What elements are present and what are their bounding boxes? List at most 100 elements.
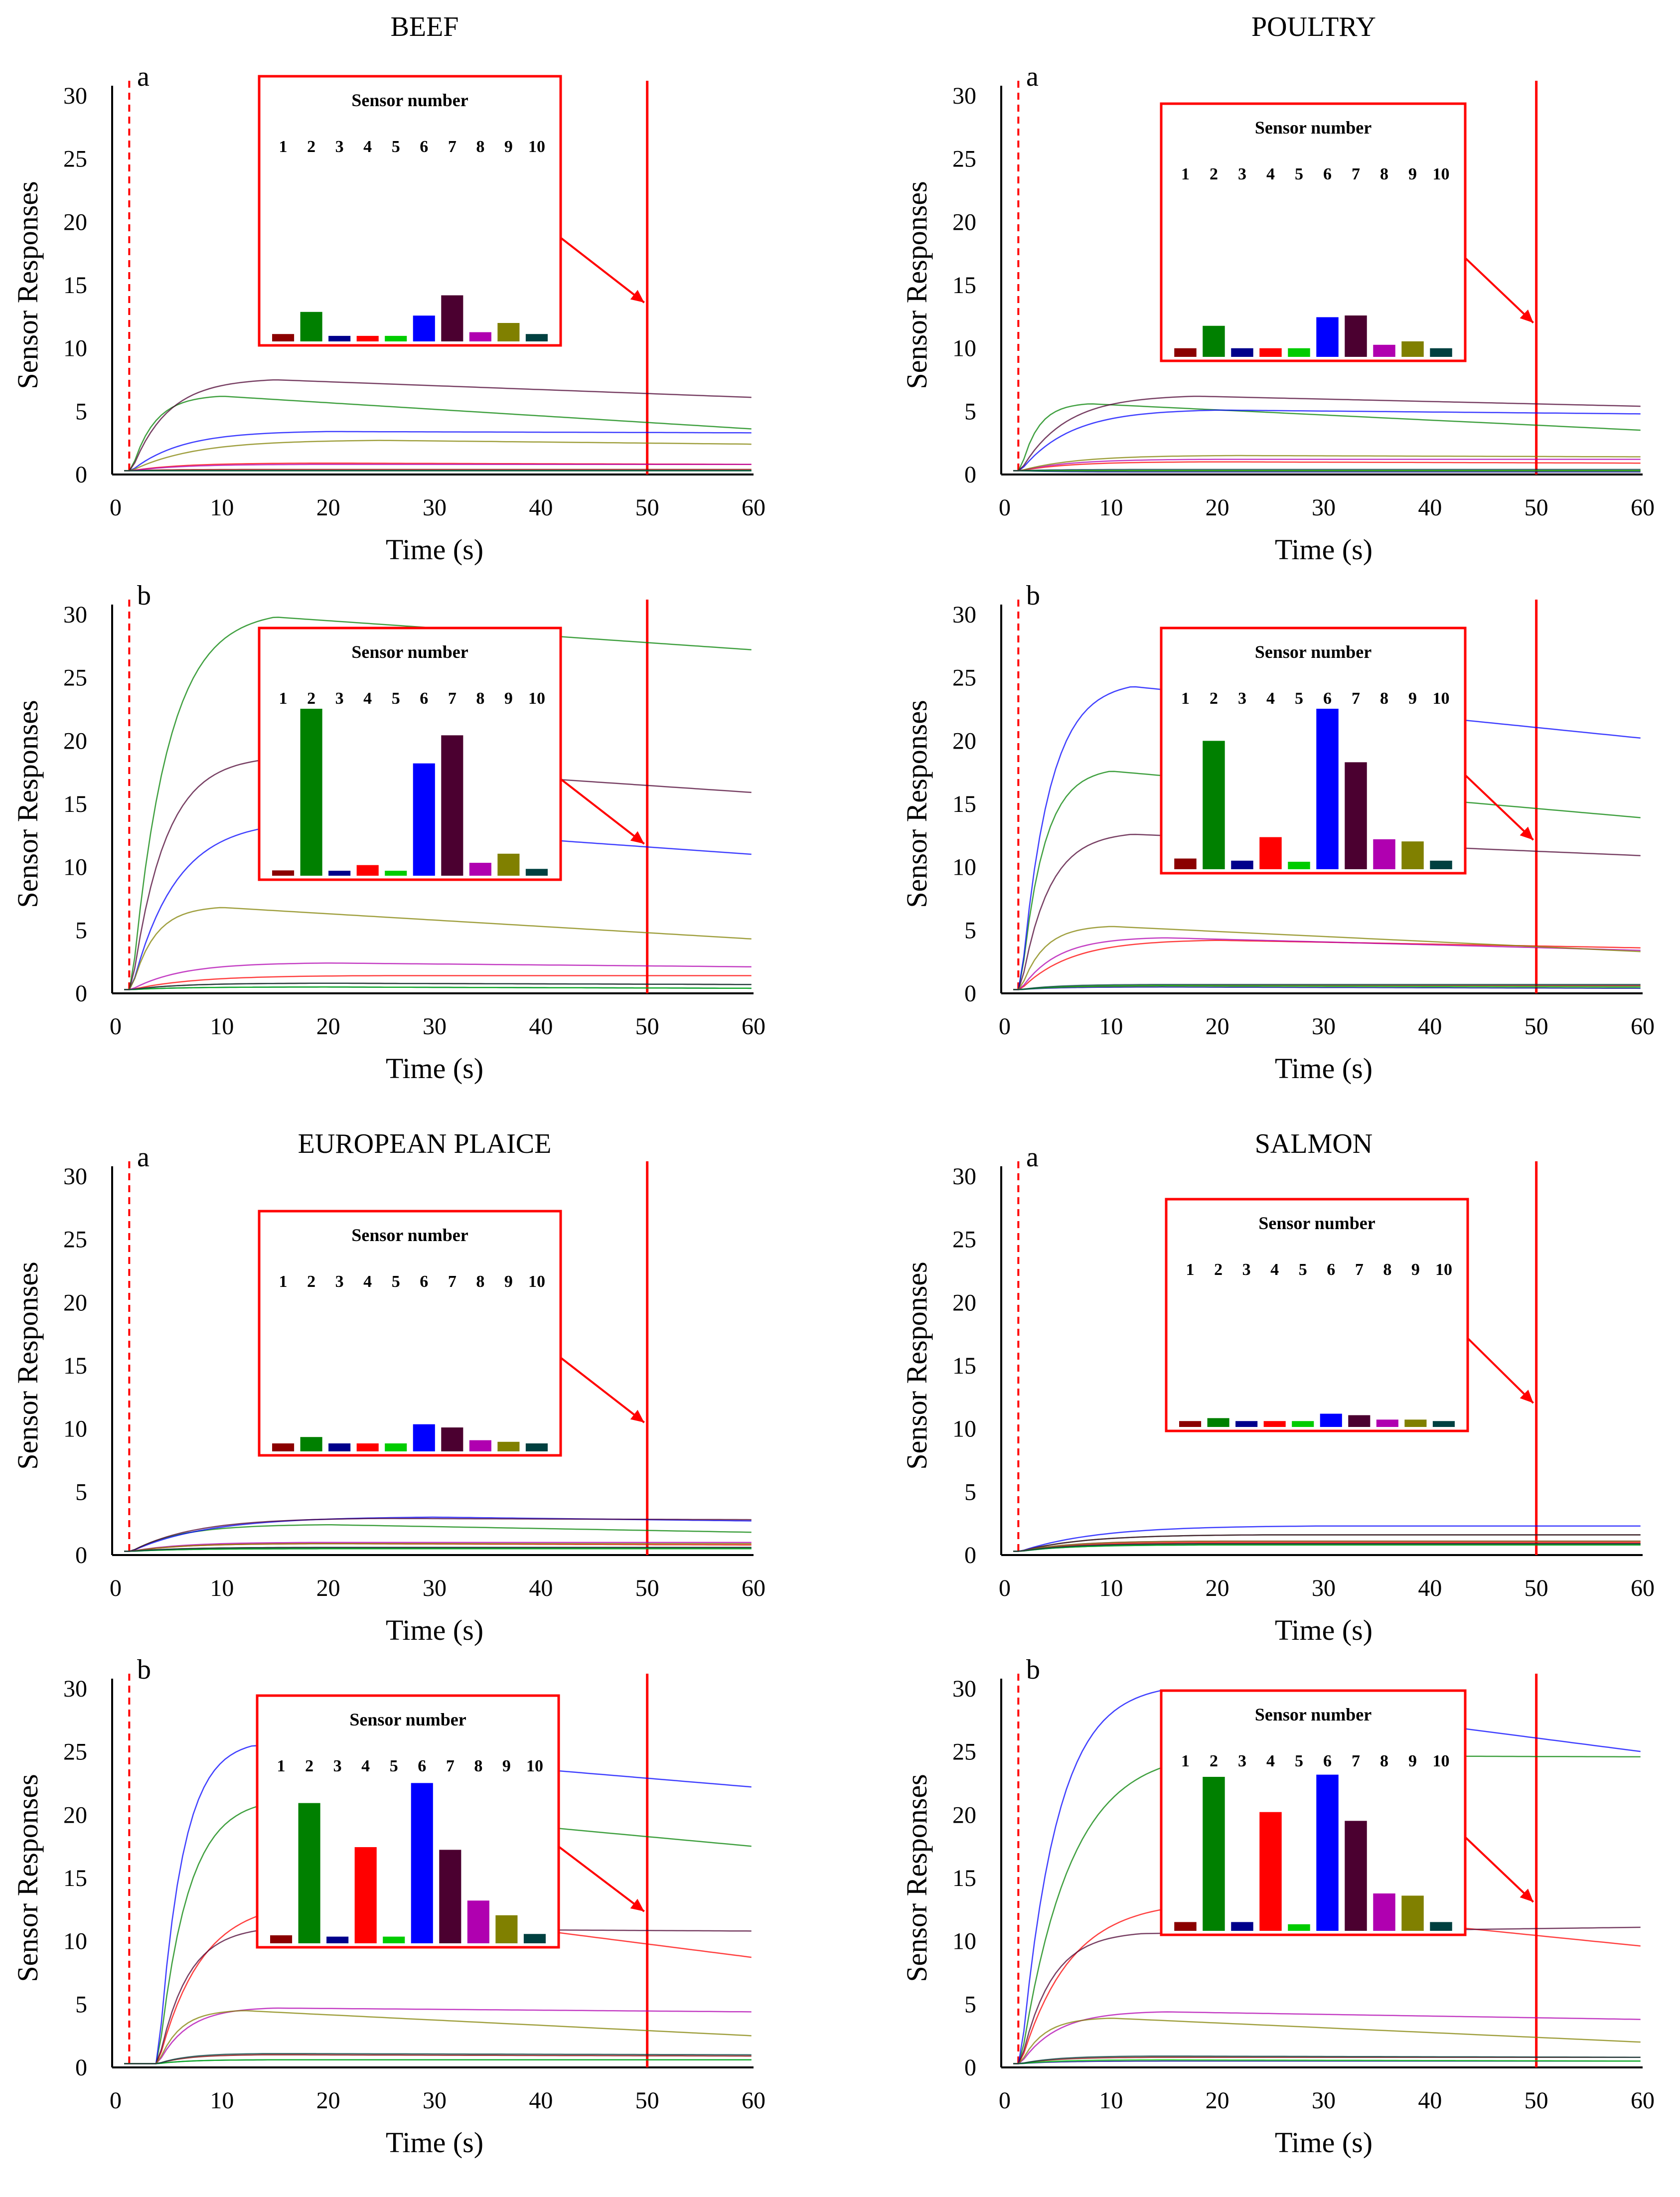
chart-title: POULTRY xyxy=(1251,11,1376,42)
inset-bar-sensor-9 xyxy=(497,323,520,341)
inset-sensor-label: 4 xyxy=(1266,689,1275,708)
inset-sensor-label: 7 xyxy=(1352,165,1360,183)
y-axis-label: Sensor Responses xyxy=(11,700,44,908)
sensor-10-curve xyxy=(1013,2055,1641,2064)
x-tick-label: 60 xyxy=(742,494,765,521)
inset-sensor-label: 1 xyxy=(279,689,288,708)
y-tick-label: 25 xyxy=(952,665,976,691)
inset-bar-sensor-3 xyxy=(328,871,351,876)
inset-bar-sensor-1 xyxy=(1174,858,1197,869)
inset-sensor-label: 3 xyxy=(333,1757,342,1775)
sensor-2-curve xyxy=(124,1524,752,1552)
sensor-8-curve xyxy=(124,1542,752,1552)
inset-sensor-label: 8 xyxy=(476,1272,484,1291)
inset-arrow-line xyxy=(1464,774,1534,841)
inset-sensor-label: 4 xyxy=(363,1272,372,1291)
sensor-9-curve xyxy=(124,1543,752,1552)
sensor-9-curve xyxy=(1013,2018,1641,2064)
y-tick-label: 15 xyxy=(952,1865,976,1891)
inset-box xyxy=(258,1210,562,1457)
sensor-4-curve xyxy=(1013,461,1641,471)
x-tick-label: 10 xyxy=(210,2087,234,2114)
inset-sensor-label: 8 xyxy=(476,138,484,156)
y-tick-label: 15 xyxy=(63,1353,87,1379)
inset-sensor-label: 5 xyxy=(390,1757,398,1775)
inset-bar-sensor-6 xyxy=(413,315,435,341)
y-tick-label: 5 xyxy=(75,398,87,425)
inset-sensor-label: 5 xyxy=(1295,689,1303,708)
sensor-5-curve xyxy=(1013,985,1641,990)
inset-sensor-label: 2 xyxy=(307,689,315,708)
inset-bar-sensor-7 xyxy=(441,735,463,876)
inset-bar-sensor-2 xyxy=(300,1437,322,1451)
x-tick-label: 20 xyxy=(1206,1575,1229,1601)
x-tick-label: 50 xyxy=(635,494,659,521)
inset-bar-sensor-2 xyxy=(1203,325,1225,357)
inset-bar-sensor-3 xyxy=(1231,860,1253,869)
inset-sensor-label: 6 xyxy=(418,1757,426,1775)
y-tick-label: 20 xyxy=(952,1289,976,1316)
sensor-7-curve xyxy=(124,1928,752,2064)
inset-bar-sensor-10 xyxy=(1430,1922,1452,1931)
y-tick-label: 10 xyxy=(952,1416,976,1442)
inset-bar-sensor-6 xyxy=(411,1783,433,1943)
sensor-6-curve xyxy=(124,1516,752,1552)
x-tick-label: 10 xyxy=(210,1575,234,1601)
inset-bar-sensor-10 xyxy=(1432,1421,1455,1427)
inset-sensor-label: 5 xyxy=(392,1272,400,1291)
inset-sensor-label: 7 xyxy=(1352,689,1360,708)
x-tick-label: 30 xyxy=(423,494,447,521)
y-tick-label: 20 xyxy=(63,1289,87,1316)
inset-bar-sensor-10 xyxy=(523,1934,546,1943)
inset-arrow-head xyxy=(630,831,644,844)
inset-arrow-head xyxy=(1520,826,1533,840)
x-tick-label: 60 xyxy=(1631,2087,1655,2114)
inset-arrow-line xyxy=(1467,1337,1534,1404)
x-tick-label: 30 xyxy=(423,1575,447,1601)
inset-bar-sensor-1 xyxy=(272,1443,295,1451)
y-tick-label: 5 xyxy=(75,917,87,943)
inset-sensor-label: 5 xyxy=(1295,1752,1303,1770)
y-tick-label: 20 xyxy=(63,209,87,235)
x-tick-label: 20 xyxy=(316,1575,340,1601)
inset-arrow-head xyxy=(630,1898,644,1911)
inset-bar-sensor-5 xyxy=(383,1936,405,1943)
inset-sensor-label: 4 xyxy=(1266,165,1275,183)
sensor-5-curve xyxy=(124,986,752,990)
inset-bar-sensor-2 xyxy=(1203,1777,1225,1931)
sensor-4-curve xyxy=(1013,1542,1641,1552)
inset-sensor-label: 7 xyxy=(448,138,457,156)
y-axis-label: Sensor Responses xyxy=(11,1261,44,1469)
sensor-2-curve xyxy=(1013,403,1641,471)
inset-bar-sensor-9 xyxy=(1401,841,1424,869)
x-tick-label: 0 xyxy=(110,1575,122,1601)
inset-arrow-line xyxy=(1464,257,1534,324)
x-tick-label: 50 xyxy=(1525,494,1548,521)
inset-sensor-label: 8 xyxy=(1380,689,1388,708)
inset-bar-sensor-5 xyxy=(1288,1924,1310,1931)
inset-sensor-label: 4 xyxy=(363,689,372,708)
inset-bar-sensor-1 xyxy=(272,870,295,876)
y-tick-label: 25 xyxy=(952,1739,976,1765)
sensor-8-curve xyxy=(1013,2011,1641,2064)
inset-sensor-label: 4 xyxy=(1270,1260,1279,1279)
y-tick-label: 0 xyxy=(75,462,87,488)
sensor-1-curve xyxy=(124,469,752,471)
sensor-7-curve xyxy=(1013,1534,1641,1552)
inset-bar-sensor-10 xyxy=(1430,860,1452,869)
y-tick-label: 15 xyxy=(952,791,976,817)
x-axis-label: Time (s) xyxy=(386,1052,483,1085)
inset-bar-sensor-9 xyxy=(495,1915,518,1943)
inset-bar-sensor-8 xyxy=(469,332,491,341)
inset-bar-sensor-3 xyxy=(326,1936,349,1943)
x-tick-label: 30 xyxy=(1312,2087,1336,2114)
inset-sensor-label: 6 xyxy=(420,689,428,708)
inset-bar-sensor-2 xyxy=(298,1803,320,1943)
sensor-10-curve xyxy=(124,1547,752,1552)
sensor-5-curve xyxy=(124,2059,752,2064)
x-tick-label: 50 xyxy=(1525,2087,1548,2114)
y-tick-label: 5 xyxy=(964,1991,976,2018)
inset-title: Sensor number xyxy=(351,90,468,110)
